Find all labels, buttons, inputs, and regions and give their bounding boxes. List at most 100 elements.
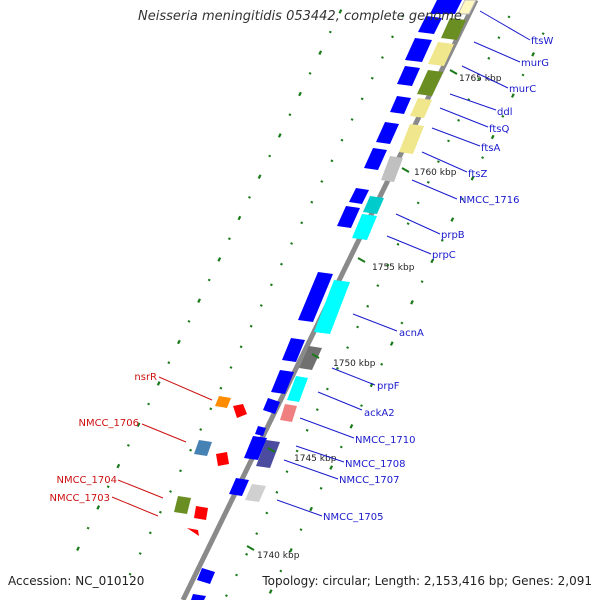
gene-label-ftsZ[interactable]: ftsZ bbox=[468, 169, 487, 180]
gene-ftsQ[interactable] bbox=[390, 96, 432, 118]
gene-label-prpF[interactable]: prpF bbox=[377, 381, 400, 392]
gene-nsrR[interactable] bbox=[215, 396, 247, 418]
gene-label-NMCC_1716[interactable]: NMCC_1716 bbox=[459, 195, 520, 206]
gc-dot bbox=[511, 93, 515, 98]
gc-dot bbox=[136, 422, 141, 427]
gc-dot bbox=[219, 386, 223, 390]
gc-dot bbox=[209, 407, 213, 411]
gc-dot bbox=[207, 278, 211, 282]
gene-NMCC_1707[interactable] bbox=[256, 440, 280, 468]
gc-dot bbox=[349, 424, 354, 429]
gc-dot bbox=[289, 548, 293, 553]
gc-dot bbox=[501, 114, 505, 118]
gc-dot bbox=[360, 404, 363, 407]
gc-dot bbox=[177, 339, 181, 345]
gc-dot bbox=[187, 320, 191, 323]
gc-dot bbox=[318, 50, 323, 55]
gene-label-nsrR[interactable]: nsrR bbox=[134, 372, 157, 383]
gene-ftsZ[interactable] bbox=[364, 148, 403, 182]
gene-label-prpC[interactable]: prpC bbox=[432, 250, 456, 261]
gene-label-ddl[interactable]: ddl bbox=[497, 107, 512, 118]
gc-dot bbox=[158, 510, 162, 514]
kbp-label: 1750 kbp bbox=[333, 359, 376, 369]
gc-dot bbox=[497, 36, 501, 39]
gc-dot bbox=[356, 325, 360, 329]
gene-murG[interactable] bbox=[418, 16, 466, 40]
gc-dot bbox=[470, 176, 475, 181]
gc-dot bbox=[288, 113, 292, 117]
gc-dot bbox=[248, 196, 251, 199]
gc-dot bbox=[406, 222, 410, 225]
gene-label-ftsA[interactable]: ftsA bbox=[481, 143, 500, 154]
gc-dot bbox=[380, 362, 384, 366]
gc-dot bbox=[199, 428, 203, 431]
gc-dot bbox=[76, 546, 80, 551]
gene-NMCC_1710[interactable] bbox=[263, 398, 297, 422]
gc-dot bbox=[386, 263, 390, 267]
gene-prpB[interactable] bbox=[337, 196, 384, 228]
reverse-genes bbox=[174, 396, 247, 536]
gc-dot bbox=[467, 98, 471, 101]
gc-dot bbox=[320, 180, 324, 183]
gene-NMCC_1716[interactable] bbox=[349, 188, 369, 204]
gene-prpF[interactable] bbox=[282, 338, 322, 370]
gene-label-murG[interactable]: murG bbox=[521, 58, 549, 69]
gc-dot bbox=[279, 569, 283, 573]
gene-ddl[interactable] bbox=[397, 66, 443, 96]
gene-label-murC[interactable]: murC bbox=[509, 84, 536, 95]
gc-dot bbox=[156, 381, 161, 386]
gc-dot bbox=[305, 428, 309, 432]
gene-label-prpB[interactable]: prpB bbox=[441, 230, 465, 241]
gene-ftsW[interactable] bbox=[430, 0, 477, 15]
gene-label-NMCC_1704[interactable]: NMCC_1704 bbox=[56, 475, 117, 486]
gc-dot bbox=[315, 408, 319, 411]
gene-label-NMCC_1708[interactable]: NMCC_1708 bbox=[345, 459, 406, 470]
gene-label-NMCC_1706[interactable]: NMCC_1706 bbox=[78, 418, 139, 429]
gene-NMCC_1706[interactable] bbox=[194, 440, 229, 466]
gene-label-ftsW[interactable]: ftsW bbox=[531, 36, 553, 47]
gc-dot bbox=[148, 531, 152, 535]
gene-NMCC_1703[interactable] bbox=[187, 506, 208, 536]
gene-lower-1[interactable] bbox=[197, 568, 215, 584]
gene-acnA[interactable] bbox=[298, 272, 350, 334]
gc-dot bbox=[197, 298, 201, 303]
gc-dot bbox=[440, 238, 444, 242]
gene-NMCC_1704[interactable] bbox=[174, 496, 191, 514]
gc-dot bbox=[179, 469, 182, 473]
gc-dot bbox=[430, 258, 435, 264]
gene-ftsA[interactable] bbox=[376, 122, 424, 154]
gc-dot bbox=[249, 324, 253, 328]
gene-label-NMCC_1710[interactable]: NMCC_1710 bbox=[355, 435, 416, 446]
gc-dot bbox=[290, 242, 294, 245]
gene-label-NMCC_1705[interactable]: NMCC_1705 bbox=[323, 512, 384, 523]
gene-prpC[interactable] bbox=[352, 214, 377, 240]
gc-dot bbox=[346, 346, 350, 349]
gc-dot bbox=[106, 485, 110, 489]
gc-dot bbox=[285, 470, 289, 473]
gc-dot bbox=[329, 465, 334, 470]
gc-dot bbox=[245, 552, 249, 556]
gc-dot bbox=[400, 321, 404, 325]
gc-dot bbox=[310, 200, 314, 204]
page-title: Neisseria meningitidis 053442, complete … bbox=[138, 9, 462, 24]
gene-label-NMCC_1707[interactable]: NMCC_1707 bbox=[339, 475, 400, 486]
gene-NMCC_1708[interactable] bbox=[244, 426, 267, 460]
gc-dot bbox=[308, 72, 312, 75]
gene-label-NMCC_1703[interactable]: NMCC_1703 bbox=[49, 493, 110, 504]
gene-ackA2[interactable] bbox=[271, 370, 308, 402]
gene-label-ftsQ[interactable]: ftsQ bbox=[489, 124, 509, 135]
gene-NMCC_1705[interactable] bbox=[229, 478, 266, 502]
gc-dot bbox=[507, 15, 511, 19]
gene-label-acnA[interactable]: acnA bbox=[399, 328, 424, 339]
gene-label-ackA2[interactable]: ackA2 bbox=[364, 408, 395, 419]
gene-lower-2[interactable] bbox=[191, 594, 206, 600]
gc-dot bbox=[401, 14, 405, 18]
gc-dot bbox=[268, 589, 273, 594]
gc-dot bbox=[147, 402, 151, 406]
gc-dot bbox=[116, 463, 121, 469]
gc-dot bbox=[86, 526, 90, 530]
gc-dot bbox=[277, 133, 282, 138]
gene-murC[interactable] bbox=[405, 38, 454, 66]
gc-dot bbox=[460, 197, 464, 201]
